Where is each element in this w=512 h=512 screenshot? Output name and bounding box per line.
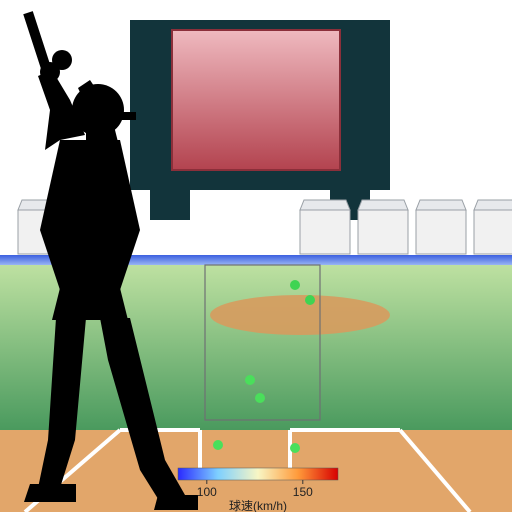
pitch-marker [305, 295, 315, 305]
pitch-marker [245, 375, 255, 385]
pitch-marker [213, 440, 223, 450]
legend-tick-label: 100 [197, 485, 217, 499]
pitch-marker [290, 280, 300, 290]
scoreboard-screen [172, 30, 340, 170]
pitch-marker [290, 443, 300, 453]
legend-label: 球速(km/h) [229, 499, 287, 512]
pitchers-mound [210, 295, 390, 335]
scoreboard [130, 20, 390, 220]
pitch-marker [255, 393, 265, 403]
legend-tick-label: 150 [293, 485, 313, 499]
